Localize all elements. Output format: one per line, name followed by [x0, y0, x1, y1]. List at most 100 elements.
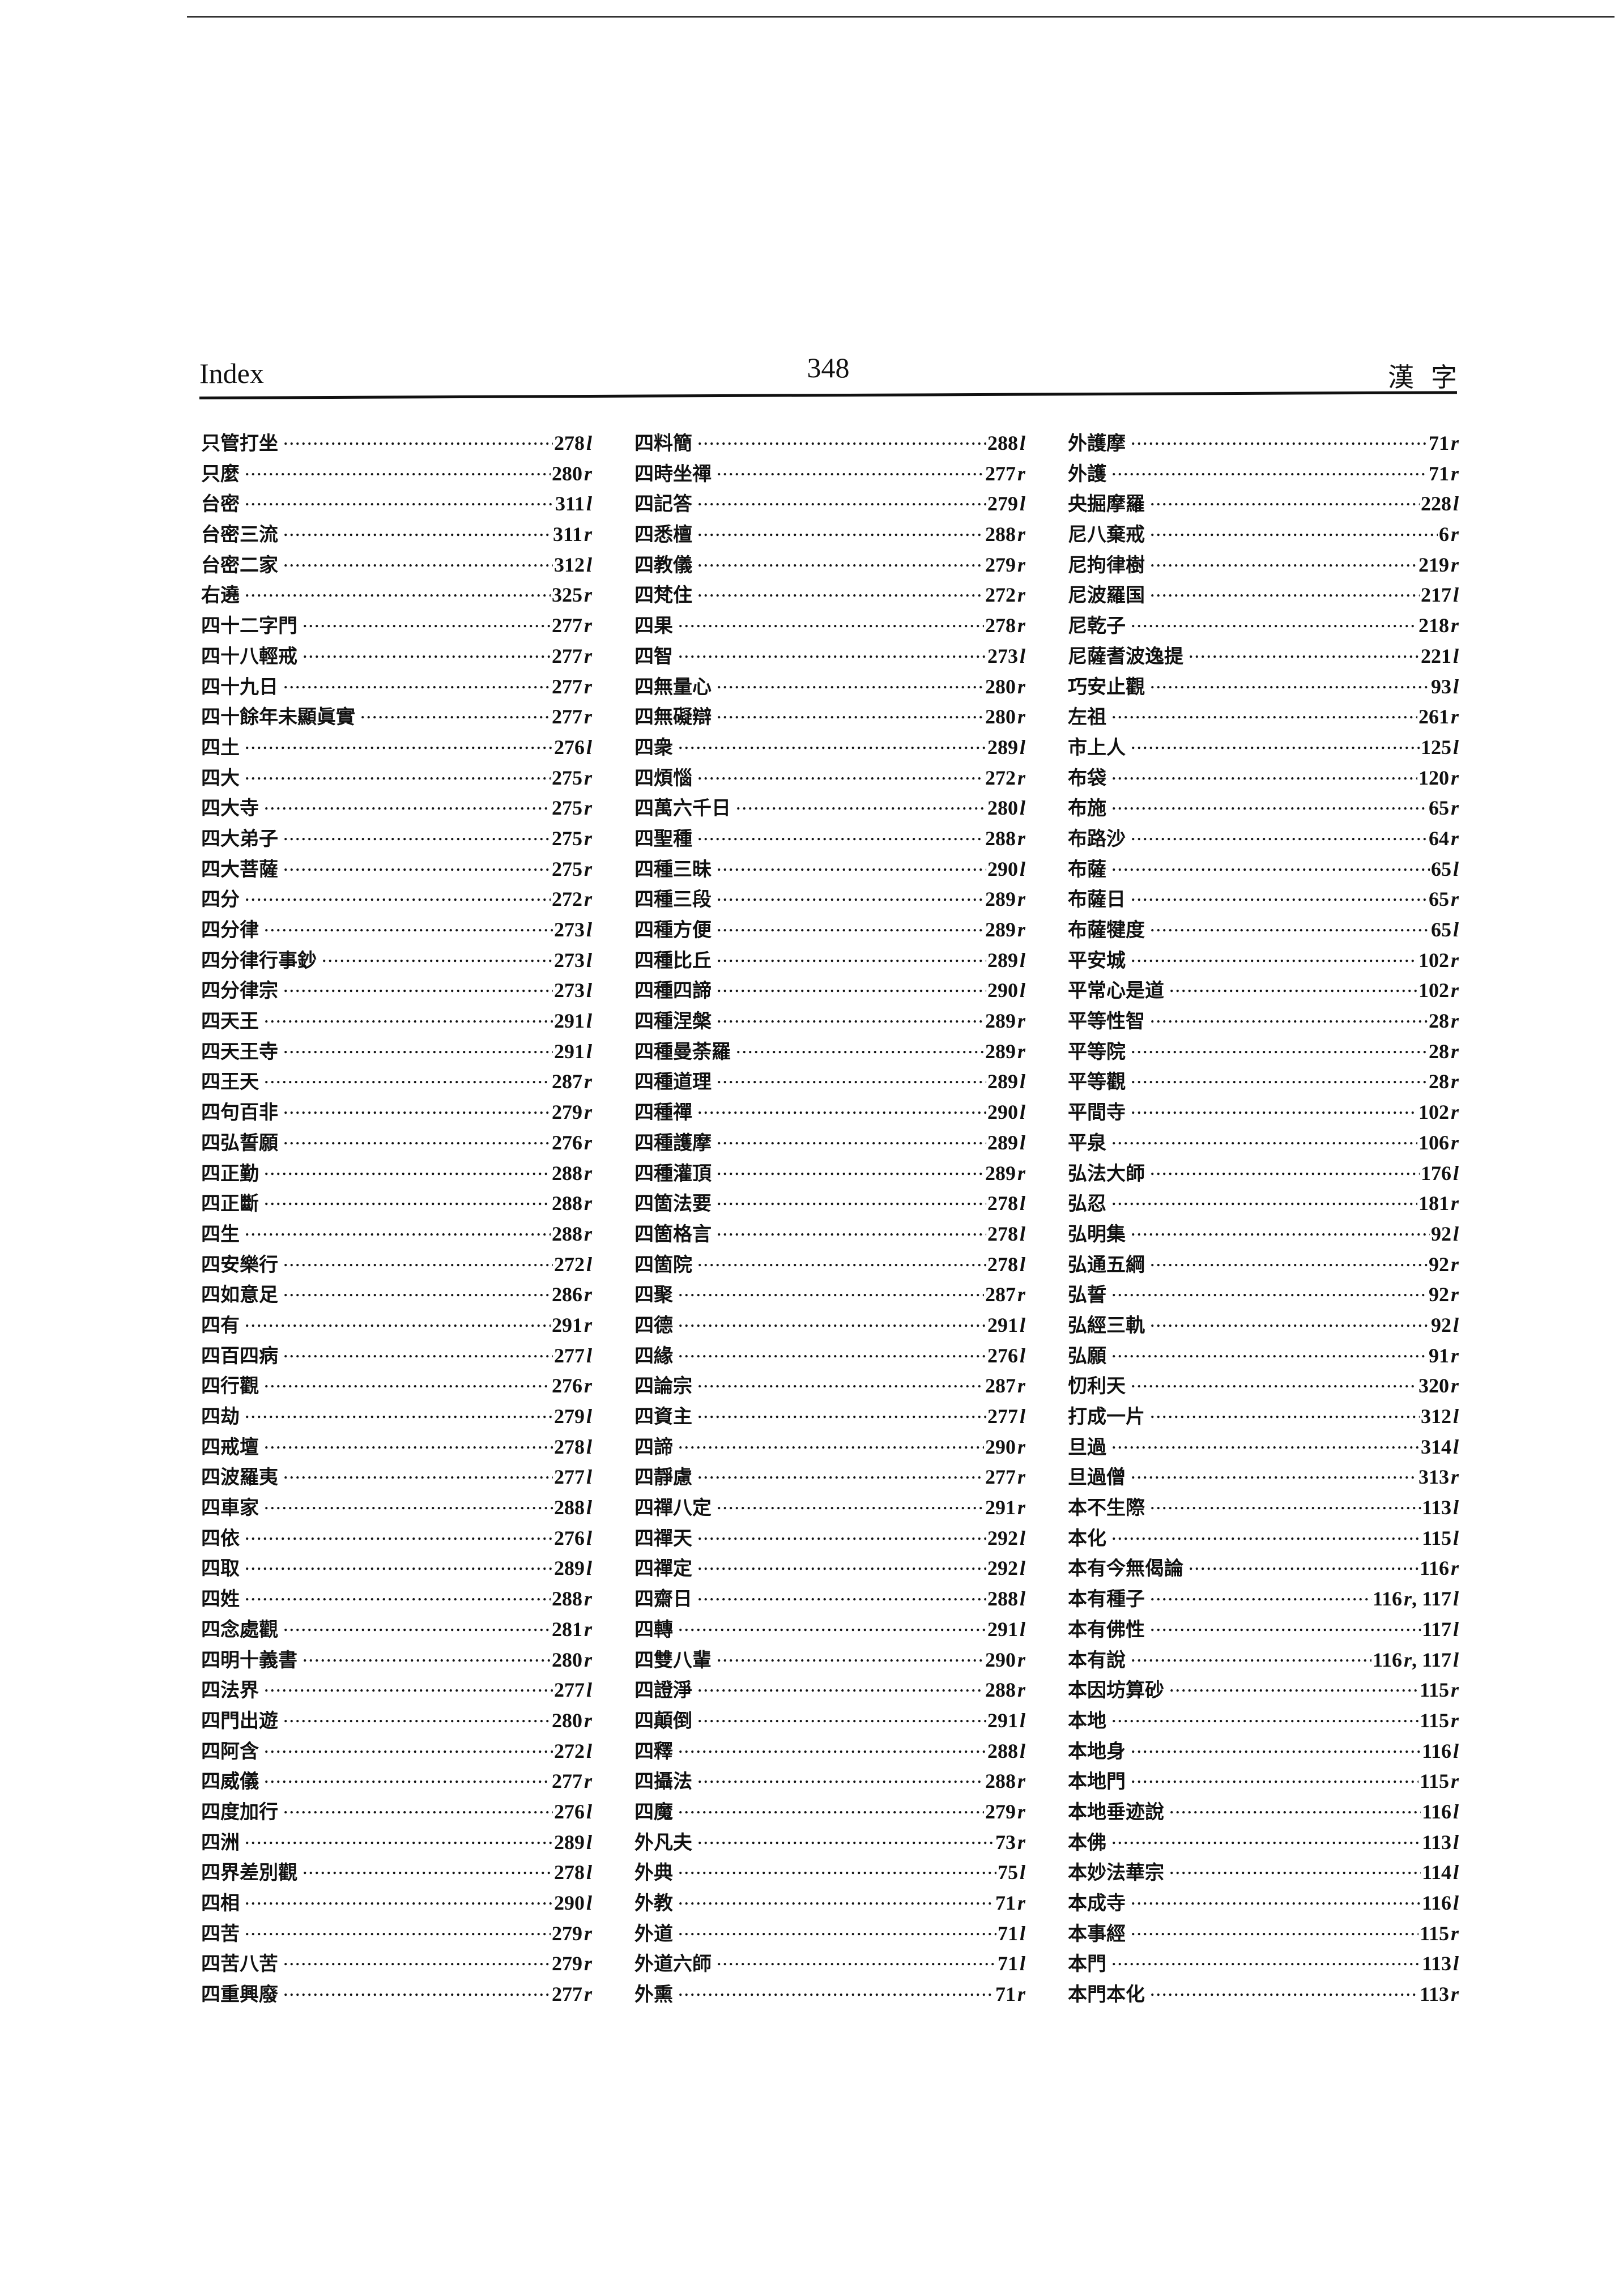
page-side-marker: l	[1019, 857, 1025, 880]
index-entry: 四聚 287r	[634, 1279, 1025, 1310]
page-reference: 278l	[987, 1253, 1025, 1276]
page-reference: 92l	[1430, 1313, 1459, 1336]
index-entry: 平間寺 102r	[1068, 1097, 1459, 1127]
dot-leader	[698, 1403, 986, 1423]
dot-leader	[698, 1098, 986, 1119]
index-entry: 四記答 279l	[634, 488, 1025, 519]
index-entry: 四度加行 276l	[201, 1796, 592, 1827]
index-term: 布薩日	[1068, 888, 1126, 911]
index-entry: 布薩 65l	[1068, 854, 1459, 884]
page-reference: 102r	[1418, 948, 1459, 972]
index-entry: 本門本化 113r	[1068, 1979, 1459, 2009]
index-term: 四波羅夷	[201, 1466, 278, 1489]
index-term: 四箇格言	[634, 1222, 712, 1246]
page-side-marker: r	[583, 1648, 592, 1671]
page-reference: 288l	[553, 1496, 592, 1519]
page-side-marker: l	[1019, 1557, 1025, 1580]
page-side-marker: r	[583, 827, 592, 850]
index-entry: 四明十義書 280r	[201, 1645, 592, 1675]
page-side-marker: l	[1019, 1101, 1025, 1124]
page-side-marker: r	[1017, 1830, 1025, 1854]
dot-leader	[1189, 642, 1420, 663]
index-term: 弘通五綱	[1068, 1253, 1145, 1276]
page-reference: 75l	[997, 1861, 1025, 1884]
dot-leader	[1170, 1798, 1421, 1818]
page-side-marker: r	[1450, 462, 1459, 485]
page-reference: 276l	[987, 1344, 1025, 1367]
dot-leader	[245, 1403, 553, 1423]
index-term: 四分律行事鈔	[201, 949, 317, 972]
index-entry: 平安城 102r	[1068, 945, 1459, 976]
page-reference: 6r	[1438, 523, 1459, 546]
page-side-marker: l	[1019, 1709, 1025, 1732]
page-reference: 279r	[551, 1952, 592, 1975]
page-side-marker: l	[1019, 1861, 1025, 1884]
index-term: 忉利天	[1068, 1375, 1126, 1398]
index-term: 四分律宗	[201, 979, 278, 1003]
index-entry: 四禪八定 291r	[634, 1492, 1025, 1523]
index-entry: 四相 290l	[201, 1888, 592, 1918]
dot-leader	[679, 1798, 984, 1818]
index-term: 四記答	[634, 493, 692, 516]
index-term: 四禪定	[634, 1557, 692, 1581]
index-entry: 平等院 28r	[1068, 1036, 1459, 1067]
index-entry: 四十九日 277r	[201, 671, 592, 702]
index-entry: 弘通五綱 92r	[1068, 1249, 1459, 1280]
page-side-marker: l	[1019, 1222, 1025, 1245]
page-side-marker: l	[1019, 796, 1025, 820]
dot-leader	[361, 703, 551, 723]
dot-leader	[1151, 1494, 1421, 1514]
dot-leader	[284, 429, 553, 450]
dot-leader	[245, 1889, 553, 1910]
dot-leader	[245, 734, 553, 754]
index-term: 四衆	[634, 736, 673, 759]
page-side-marker: r	[583, 766, 592, 789]
index-entry: 弘明集 92l	[1068, 1219, 1459, 1249]
page-reference: 313r	[1418, 1466, 1459, 1489]
page-side-marker: r	[1450, 1253, 1459, 1276]
page-side-marker: r	[1017, 1800, 1025, 1823]
dot-leader	[679, 1859, 996, 1879]
page-reference: 115l	[1421, 1526, 1459, 1549]
dot-leader	[1131, 1098, 1417, 1119]
page-side-marker: l	[1019, 432, 1025, 454]
index-entry: 四正勤 288r	[201, 1158, 592, 1189]
index-term: 四依	[201, 1527, 240, 1550]
page-reference: 272l	[553, 1253, 592, 1276]
index-entry: 四大寺 275r	[201, 793, 592, 823]
index-entry: 外典 75l	[634, 1857, 1025, 1888]
index-term: 四大	[201, 766, 240, 790]
index-entry: 四念處觀 281r	[201, 1614, 592, 1645]
dot-leader	[698, 1251, 986, 1271]
dot-leader	[679, 1920, 996, 1940]
page-side-marker: l	[1019, 1952, 1025, 1975]
index-entry: 四法界 277l	[201, 1675, 592, 1705]
index-term: 本門本化	[1068, 1983, 1145, 2007]
page-reference: 278l	[553, 1435, 592, 1458]
page-side-marker: l	[1019, 1344, 1025, 1367]
page-reference: 181r	[1418, 1192, 1459, 1215]
dot-leader	[1131, 1038, 1428, 1058]
index-entry: 四箇格言 278l	[634, 1219, 1025, 1249]
page-side-marker: l	[586, 553, 592, 576]
page-reference: 273l	[987, 644, 1025, 667]
page-side-marker: r	[1017, 1374, 1025, 1398]
dot-leader	[303, 1646, 551, 1667]
index-entry: 平等性智 28r	[1068, 1006, 1459, 1036]
dot-leader	[1131, 1889, 1421, 1910]
page-side-marker: l	[586, 1861, 592, 1884]
page-reference: 312l	[553, 553, 592, 576]
dot-leader	[1131, 1920, 1418, 1940]
page-side-marker: l	[1452, 1830, 1459, 1854]
page-reference: 65l	[1430, 857, 1459, 880]
page-side-marker: l	[1019, 1526, 1025, 1549]
dot-leader	[717, 1220, 986, 1241]
index-term: 四禪八定	[634, 1497, 712, 1520]
index-term: 外教	[634, 1892, 673, 1915]
page-side-marker: r	[1450, 1101, 1459, 1124]
index-entry: 外凡夫 73r	[634, 1827, 1025, 1858]
page-side-marker: r	[1017, 1283, 1025, 1306]
page-reference: 289l	[987, 735, 1025, 759]
index-term: 四諦	[634, 1435, 673, 1459]
page-side-marker: l	[586, 1009, 592, 1033]
